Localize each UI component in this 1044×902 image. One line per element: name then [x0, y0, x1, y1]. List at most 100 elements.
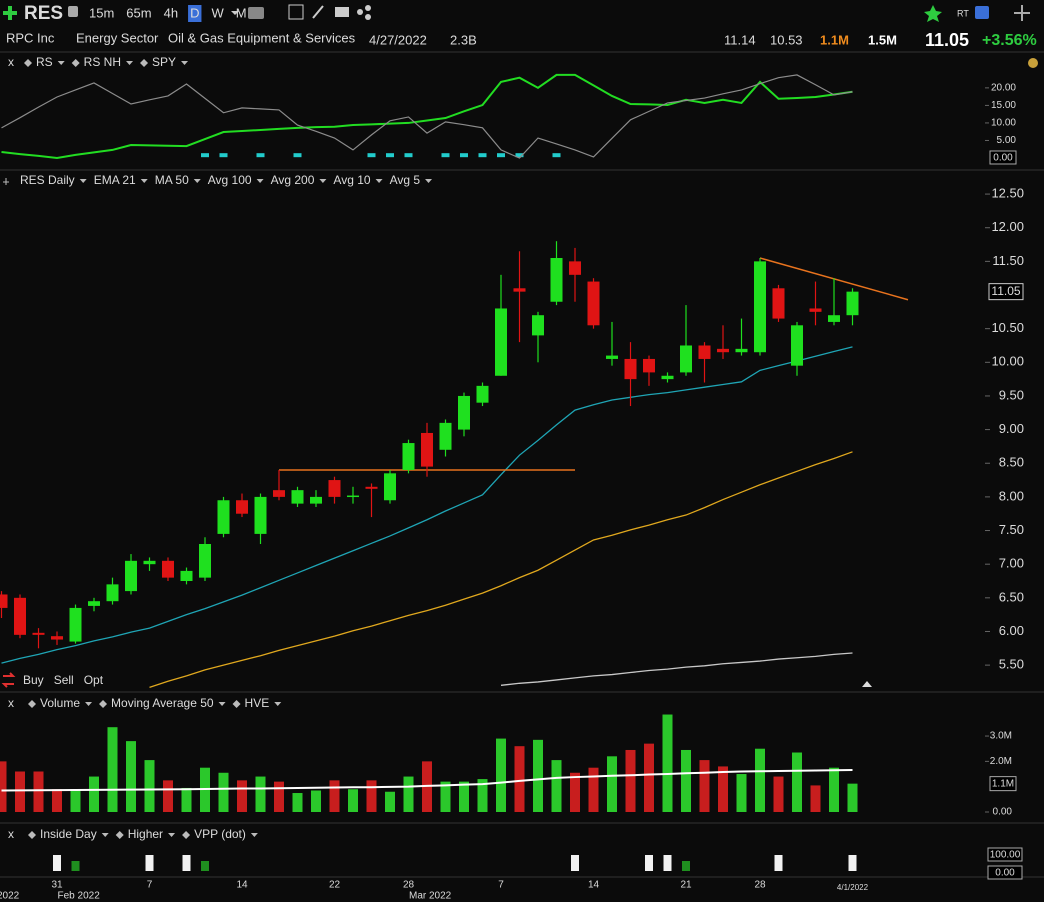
close-button[interactable]: x	[8, 696, 14, 710]
dropdown	[181, 61, 189, 65]
interval[interactable]: 4h	[164, 5, 178, 20]
close-button[interactable]: x	[8, 827, 14, 841]
dropdown	[193, 179, 201, 183]
inside-day-marker	[571, 855, 579, 871]
tool-icon[interactable]	[357, 9, 363, 15]
legend-icon	[71, 59, 80, 67]
candle-body	[106, 584, 119, 602]
higher-marker	[71, 861, 80, 871]
candle-body	[624, 358, 637, 380]
legend-icon	[24, 59, 32, 67]
volume-bar	[163, 780, 173, 812]
legend-icon	[232, 700, 241, 708]
x-month-label: Feb 2022	[58, 891, 101, 902]
company: RPC Inc	[6, 30, 55, 45]
tool-icon[interactable]	[248, 7, 264, 19]
volume-bar	[181, 787, 192, 812]
candle-body	[199, 543, 211, 578]
legend-icon	[140, 59, 149, 67]
volume-bar	[440, 781, 451, 812]
interval[interactable]: 65m	[126, 5, 151, 20]
inside-day-marker	[774, 855, 783, 871]
draw-icon[interactable]	[312, 5, 324, 19]
y-tick-label: 12.00	[991, 219, 1024, 234]
last-box	[989, 150, 1017, 165]
last-price: 11.05	[925, 30, 969, 50]
interval[interactable]: D	[190, 5, 199, 20]
rs-new-high	[515, 153, 524, 158]
sector[interactable]: Energy Sector	[76, 30, 159, 45]
study-legend[interactable]: Avg 10	[333, 173, 370, 187]
candle-body	[458, 395, 470, 430]
add-icon[interactable]	[3, 6, 17, 20]
y-tick-label: 10.00	[991, 118, 1016, 129]
legend-item[interactable]: RS NH	[84, 55, 121, 69]
candle-body	[476, 385, 489, 403]
move-icon[interactable]	[1014, 5, 1030, 21]
trade-button[interactable]: Sell	[54, 673, 74, 687]
study-legend[interactable]: RES Daily	[20, 173, 75, 187]
interval[interactable]: M	[236, 5, 247, 20]
alert-icon[interactable]	[68, 6, 78, 17]
industry[interactable]: Oil & Gas Equipment & Services	[168, 30, 356, 45]
rs-new-high	[219, 153, 228, 158]
candle-body	[236, 500, 248, 514]
candle-body	[162, 560, 174, 578]
y-tick-label: 8.50	[999, 455, 1024, 470]
legend-item[interactable]: VPP (dot)	[194, 827, 246, 841]
candle-body	[384, 473, 396, 501]
scroll-marker[interactable]	[862, 681, 872, 687]
s-icon[interactable]	[975, 6, 989, 19]
legend-item[interactable]: SPY	[152, 55, 176, 69]
legend-item[interactable]: Volume	[40, 696, 80, 710]
legend-item[interactable]: Moving Average 50	[111, 696, 214, 710]
volume-bar	[274, 781, 284, 812]
study-legend[interactable]: Avg 5	[390, 173, 421, 187]
volume-bar	[311, 790, 321, 812]
study-legend[interactable]: Avg 200	[271, 173, 315, 187]
dropdown	[319, 179, 327, 183]
tool-icon[interactable]	[335, 7, 349, 17]
tool-icon[interactable]	[288, 4, 304, 20]
dropdown	[218, 702, 226, 706]
study-legend[interactable]: Avg 100	[208, 173, 252, 187]
interval[interactable]: W	[211, 5, 224, 20]
tool-icon	[365, 14, 371, 20]
trade-button[interactable]: Opt	[84, 673, 104, 687]
dropdown	[85, 702, 93, 706]
study-legend[interactable]: MA 50	[155, 173, 189, 187]
dropdown	[57, 61, 65, 65]
dropdown	[168, 833, 176, 837]
interval[interactable]: 15m	[89, 5, 114, 20]
candle-body	[772, 288, 785, 319]
volume-bar	[366, 780, 377, 812]
study-legend[interactable]: EMA 21	[94, 173, 136, 187]
candle-body	[365, 486, 378, 489]
volume-bar	[329, 780, 340, 812]
legend-item[interactable]: RS	[36, 55, 53, 69]
legend-item[interactable]: HVE	[245, 696, 270, 710]
rs-new-high	[478, 153, 487, 158]
x-tick-label: 28	[403, 880, 415, 891]
volume-bar	[681, 749, 691, 812]
volume-bar	[588, 767, 599, 812]
legend-item[interactable]: Inside Day	[40, 827, 97, 841]
trade-button[interactable]: Buy	[23, 673, 44, 687]
last-box	[988, 283, 1024, 301]
candle-body	[291, 490, 304, 504]
x-month-label: 2022	[0, 891, 20, 902]
palette-icon[interactable]	[1028, 58, 1038, 68]
close-button[interactable]: x	[8, 55, 14, 69]
x-tick-label: 31	[51, 880, 63, 891]
volume-ma	[1, 768, 853, 792]
dropdown[interactable]	[231, 11, 239, 15]
star-icon[interactable]	[924, 5, 942, 22]
dropdown	[101, 833, 109, 837]
symbol[interactable]: RES	[24, 3, 63, 24]
candle-body	[698, 345, 711, 359]
legend-item[interactable]: Higher	[128, 827, 163, 841]
y-tick-label: 100.00	[990, 850, 1021, 861]
volume-bar	[144, 760, 155, 812]
rs-new-high	[367, 153, 376, 158]
rs-new-high	[404, 153, 413, 158]
